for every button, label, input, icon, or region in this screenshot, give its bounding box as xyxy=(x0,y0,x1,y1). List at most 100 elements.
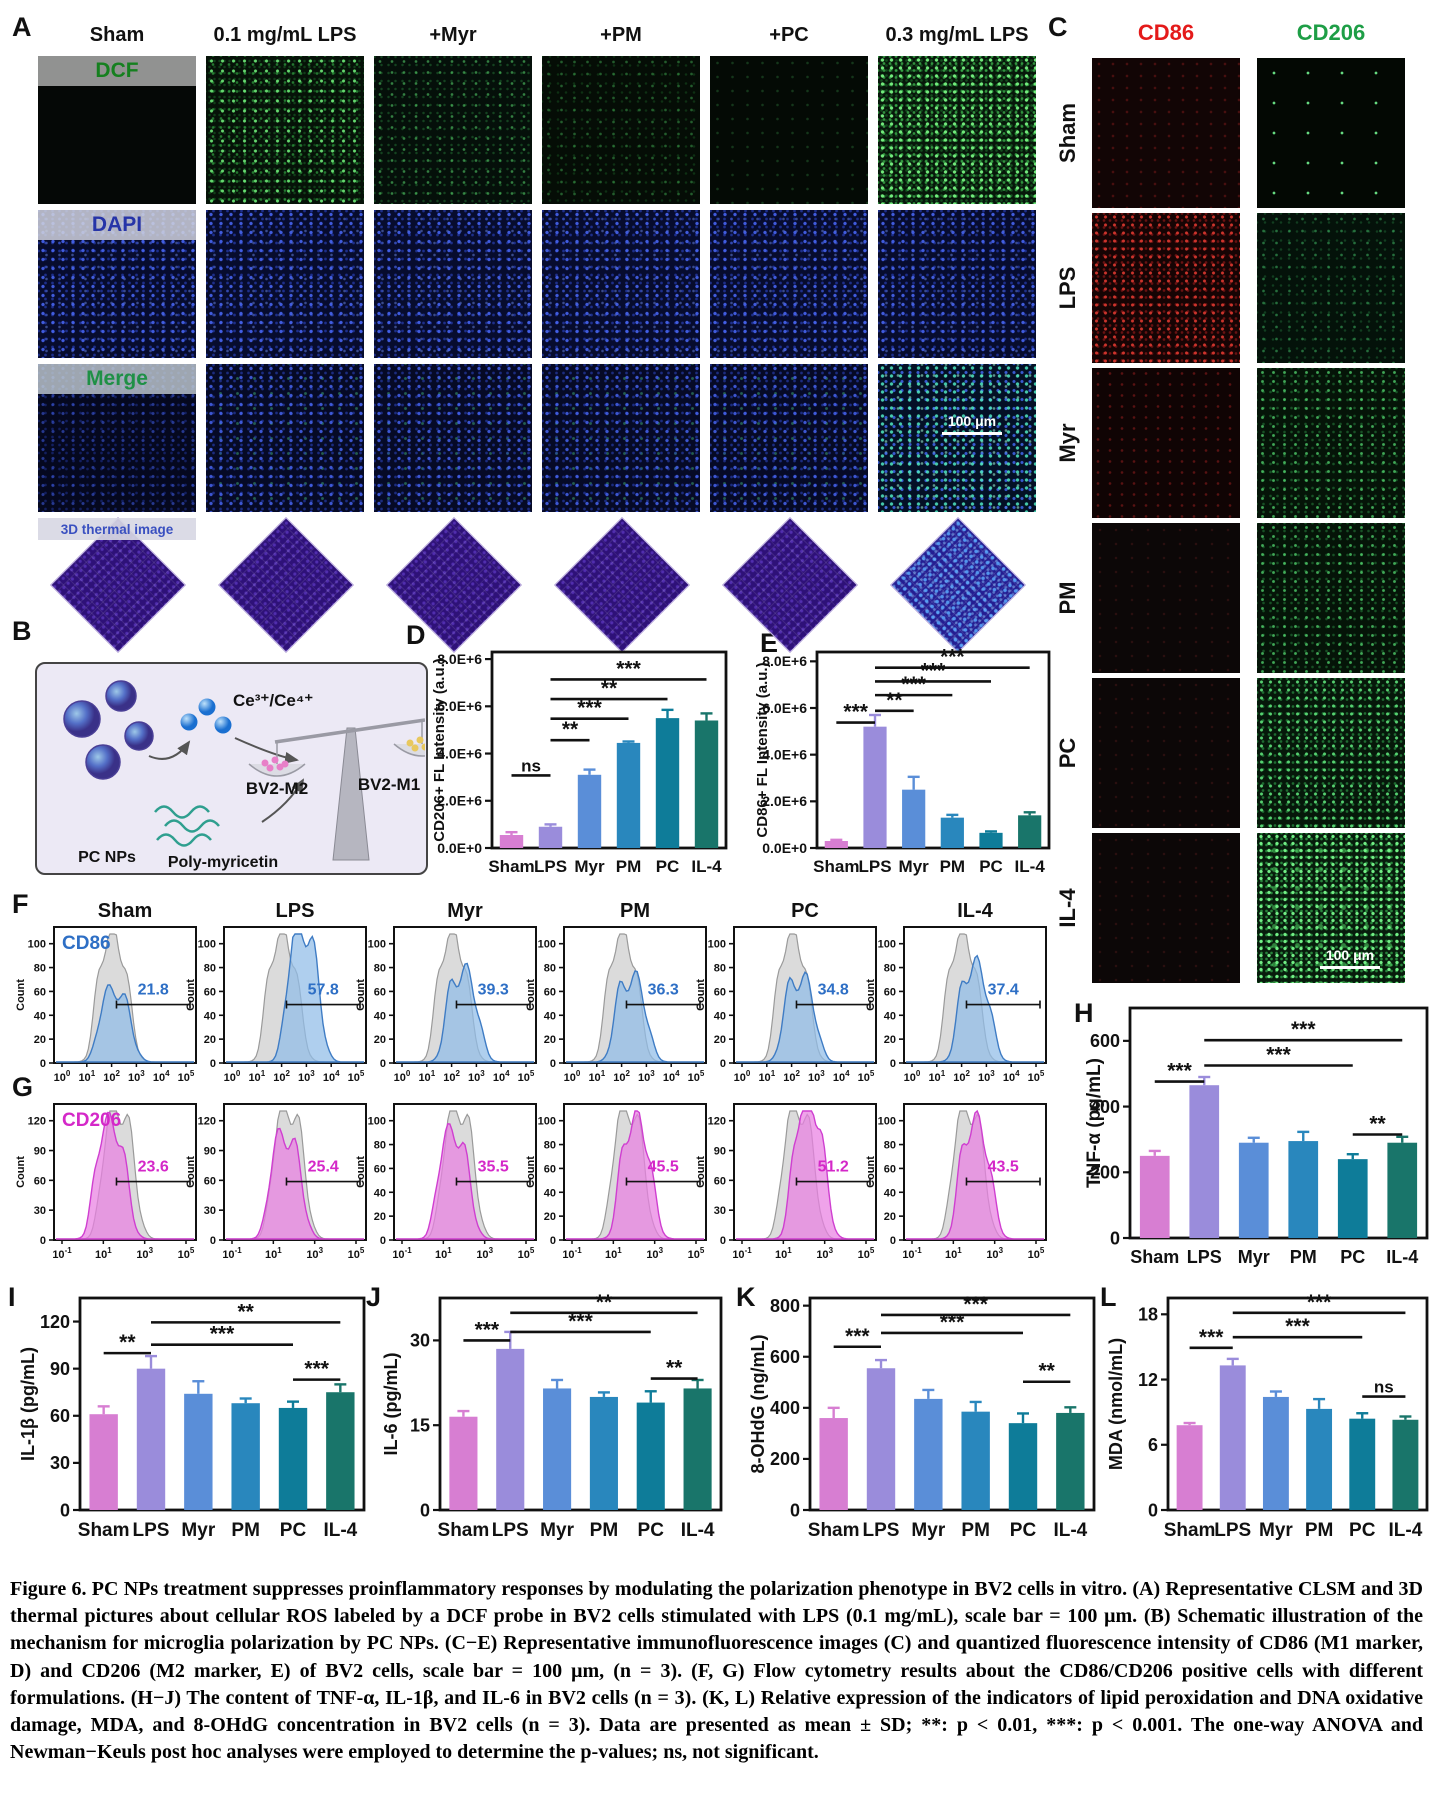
chart-H-ytick-label: 600 xyxy=(1090,1031,1120,1051)
chart-D: 0.0E+0 2.0E+6 4.0E+6 6.0E+6 8.0E+6 CD206+ FL … xyxy=(430,638,732,890)
panel-a-label: A xyxy=(12,12,32,42)
chart-J-xlabel-lps: LPS xyxy=(492,1520,529,1541)
chart-K-bar-pm xyxy=(961,1411,990,1510)
panel-a-3d-thermal-plot-4 xyxy=(722,517,858,653)
chart-L-xlabel-il-4: IL-4 xyxy=(1389,1520,1423,1541)
chart-D-ytick-label: 6.0E+6 xyxy=(437,698,482,714)
chart-E-ytick-label: 4.0E+6 xyxy=(762,747,807,763)
xtick-label: 101 xyxy=(95,1246,112,1261)
ce-label: Ce³⁺/Ce⁴⁺ xyxy=(233,691,313,710)
ytick-label: 30 xyxy=(714,1205,726,1217)
flow-F-title-il-4: IL-4 xyxy=(957,900,993,922)
flow-F-value-2: 39.3 xyxy=(478,982,509,999)
ytick-label: 100 xyxy=(368,939,386,951)
ytick-label: 0 xyxy=(890,1058,896,1070)
flow-G-count-label: Count xyxy=(695,1156,707,1188)
chart-I-sig-label: *** xyxy=(210,1323,235,1346)
panel-a-col-header-pc: +PC xyxy=(769,23,809,46)
chart-H-xlabel-lps: LPS xyxy=(1187,1247,1222,1267)
balance-pan-m2 xyxy=(248,763,306,777)
chart-K-ytick-label: 200 xyxy=(770,1449,800,1469)
arrow-ce-to-balance xyxy=(234,737,299,764)
chart-L-bar-pm xyxy=(1306,1408,1333,1510)
flow-F-count-label: Count xyxy=(525,979,537,1011)
ytick-label: 80 xyxy=(374,963,386,975)
chart-E-ytick-label: 2.0E+6 xyxy=(762,793,807,809)
panel-g-label: G xyxy=(12,1072,34,1102)
xtick-label: 10-1 xyxy=(562,1246,582,1261)
chart-I: 0 30 60 90 120 IL-1β (pg/mL) Sham LPS Myr PM PC IL-… xyxy=(18,1288,370,1568)
chart-I-sig-label: ** xyxy=(237,1300,254,1323)
panel-a-col-header-sham: Sham xyxy=(89,23,145,46)
sample-histogram xyxy=(56,984,194,1063)
chart-L-bar-il-4 xyxy=(1392,1419,1419,1510)
flow-G-count-label: Count xyxy=(865,1156,877,1188)
panel-c-row-label-lps: LPS xyxy=(1055,266,1080,310)
flow-F-value-1: 57.8 xyxy=(308,982,339,999)
panel-k-label: K xyxy=(736,1282,756,1312)
chart-D-bar-lps xyxy=(538,826,563,848)
ytick-label: 20 xyxy=(544,1211,556,1223)
panel-d-label: D xyxy=(406,620,426,650)
xtick-label: 10-1 xyxy=(392,1246,412,1261)
panel-a-merge-image-0: Merge xyxy=(38,364,196,512)
sample-histogram xyxy=(566,970,704,1063)
ytick-label: 20 xyxy=(204,1034,216,1046)
flow-F-marker-label: CD86 xyxy=(62,933,111,954)
xtick-label: 105 xyxy=(1028,1246,1045,1261)
panel-a-row-label-dapi: DAPI xyxy=(38,210,196,240)
chart-I-bar-il-4 xyxy=(326,1392,355,1510)
flow-F-cell-0: Sham 0 20 40 60 80 100 Count 100 101 102 103 104 105 2… xyxy=(14,893,202,1095)
chart-H-xlabel-il-4: IL-4 xyxy=(1386,1247,1418,1267)
chart-L-ytick-label: 18 xyxy=(1138,1305,1158,1325)
xtick-label: 103 xyxy=(476,1246,493,1261)
chart-H-sig-label: *** xyxy=(1291,1018,1316,1041)
flow-F-cell-2: Myr 0 20 40 60 80 100 Count 100 101 102 103 104 105 39… xyxy=(354,893,542,1095)
chart-E-bar-sham xyxy=(824,841,848,848)
chart-J-xlabel-pm: PM xyxy=(590,1520,619,1541)
chart-I-bar-myr xyxy=(184,1393,213,1510)
chart-E-ylabel: CD86+ FL Intensity (a.u.) xyxy=(754,662,771,837)
chart-E-xlabel-lps: LPS xyxy=(858,857,891,876)
ytick-label: 80 xyxy=(884,1140,896,1152)
chart-E-sig-label: *** xyxy=(921,659,946,682)
panel-a-3d-thermal-plot-1 xyxy=(218,517,354,653)
panel-c-cd86-image-lps xyxy=(1092,213,1240,363)
flow-G-count-label: Count xyxy=(525,1156,537,1188)
chart-I-xlabel-myr: Myr xyxy=(181,1520,215,1541)
flow-F-value-3: 36.3 xyxy=(648,982,679,999)
chart-E-bar-pc xyxy=(979,832,1003,848)
chart-E-xlabel-pc: PC xyxy=(979,857,1003,876)
panel-c-row-label-il4: IL-4 xyxy=(1055,888,1080,928)
flow-G-cell-5: 0 20 40 60 80 100 Count 10-1 101 103 105 43.5 xyxy=(864,1076,1052,1278)
chart-I-bar-pc xyxy=(278,1407,308,1510)
ytick-label: 20 xyxy=(374,1211,386,1223)
flow-G-count-label: Count xyxy=(15,1156,27,1188)
panel-b-schematic-box: Ce³⁺/Ce⁴⁺ BV2 xyxy=(35,662,451,875)
chart-H-bar-il-4 xyxy=(1387,1142,1418,1238)
chart-K-xlabel-sham: Sham xyxy=(808,1520,860,1541)
chart-I-xlabel-sham: Sham xyxy=(78,1520,130,1541)
panel-a-dcf-image-3 xyxy=(542,56,700,204)
chart-E-ytick-label: 8.0E+6 xyxy=(762,653,807,669)
chart-L-bar-myr xyxy=(1262,1396,1289,1510)
panel-a-dapi-image-1 xyxy=(206,210,364,358)
ytick-label: 100 xyxy=(28,939,46,951)
chart-I-xlabel-lps: LPS xyxy=(133,1520,170,1541)
panel-a-dcf-image-2 xyxy=(374,56,532,204)
flow-F-cell-3: PM 0 20 40 60 80 100 Count 100 101 102 103 104 105 36.… xyxy=(524,893,712,1095)
chart-I-xlabel-pc: PC xyxy=(280,1520,307,1541)
ytick-label: 60 xyxy=(714,986,726,998)
ytick-label: 0 xyxy=(40,1058,46,1070)
flow-F-value-4: 34.8 xyxy=(818,982,849,999)
panel-c-row-label-myr: Myr xyxy=(1055,423,1080,463)
ytick-label: 60 xyxy=(544,986,556,998)
chart-K-sig-label: *** xyxy=(940,1311,965,1334)
chart-L-bar-sham xyxy=(1176,1425,1203,1510)
ytick-label: 40 xyxy=(374,1010,386,1022)
xtick-label: 103 xyxy=(986,1246,1003,1261)
panel-a-dapi-image-5 xyxy=(878,210,1036,358)
